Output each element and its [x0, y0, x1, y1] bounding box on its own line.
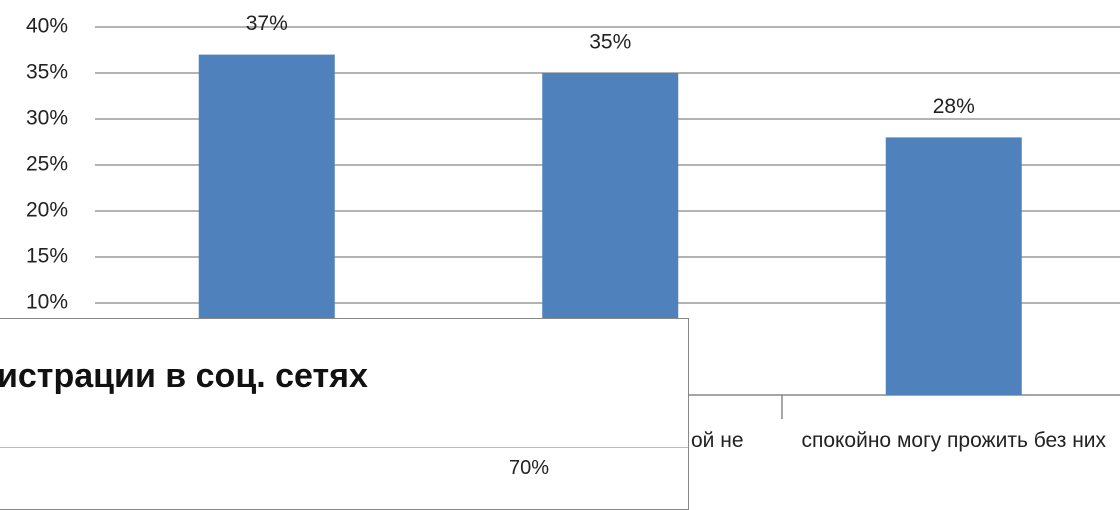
panel-title: истрации в соц. сетях: [0, 357, 368, 395]
panel-annotation: 70%: [509, 457, 550, 479]
y-tick-label: 10%: [26, 291, 68, 314]
overlay-panel: истрации в соц. сетях 70%: [0, 318, 689, 510]
y-tick-label: 20%: [26, 199, 68, 222]
y-tick-label: 35%: [26, 61, 68, 84]
data-label: 35%: [589, 31, 631, 54]
y-tick-label: 40%: [26, 15, 68, 38]
data-label: 37%: [246, 12, 288, 35]
x-tick-label: ой не: [691, 429, 744, 452]
y-tick-label: 15%: [26, 245, 68, 268]
data-label: 28%: [933, 95, 975, 118]
page: 10% 15% 20% 25% 30% 35% 40% 37% 35% 28% ой не спок…: [0, 12, 1120, 510]
x-tick-label: спокойно могу прожить без них: [801, 429, 1107, 452]
y-tick-label: 30%: [26, 107, 68, 130]
bar: [885, 137, 1022, 395]
y-tick-label: 25%: [26, 153, 68, 176]
panel-divider: [0, 447, 688, 448]
